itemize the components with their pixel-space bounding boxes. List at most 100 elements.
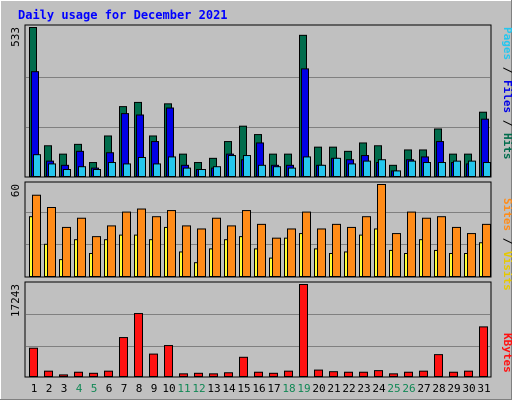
x-tick-label-day-6: 6 — [106, 382, 113, 395]
bar-kbytes-day-9 — [149, 353, 158, 378]
bar-kbytes-day-22 — [344, 371, 353, 377]
visitors-ymax-label: 60 — [9, 184, 22, 197]
bar-sites-day-17 — [272, 237, 281, 278]
axis-label-visits: Visits — [501, 251, 512, 291]
x-tick-label-day-29: 29 — [447, 382, 460, 395]
traffic-panel-frame — [24, 281, 492, 378]
bar-pages-day-3 — [63, 169, 71, 178]
bar-sites-day-6 — [107, 225, 116, 277]
x-tick-label-day-5: 5 — [91, 382, 98, 395]
x-tick-label-day-3: 3 — [61, 382, 68, 395]
bar-kbytes-day-30 — [464, 370, 473, 377]
axis-label-sep-1: / — [501, 67, 512, 74]
bar-kbytes-day-18 — [284, 370, 293, 377]
x-tick-label-day-1: 1 — [31, 382, 38, 395]
bar-sites-day-25 — [392, 233, 401, 277]
bar-pages-day-8 — [138, 156, 146, 177]
bar-pages-day-9 — [153, 163, 161, 177]
bar-pages-day-13 — [213, 166, 221, 177]
bar-kbytes-day-24 — [374, 370, 383, 377]
bar-sites-day-7 — [122, 211, 131, 278]
bar-sites-day-16 — [257, 223, 266, 278]
bar-sites-day-14 — [227, 225, 236, 277]
bar-sites-day-13 — [212, 217, 221, 278]
bar-sites-day-24 — [377, 184, 386, 277]
x-tick-label-day-22: 22 — [342, 382, 355, 395]
bar-pages-day-15 — [243, 155, 251, 177]
bar-kbytes-day-3 — [59, 374, 68, 378]
bar-pages-day-14 — [228, 155, 236, 177]
bar-kbytes-day-8 — [134, 313, 143, 377]
x-tick-label-day-25: 25 — [387, 382, 400, 395]
bar-pages-day-26 — [408, 160, 416, 178]
bar-sites-day-10 — [167, 210, 176, 277]
bar-sites-day-26 — [407, 211, 416, 278]
bar-kbytes-day-26 — [404, 371, 413, 377]
bar-kbytes-day-21 — [329, 371, 338, 378]
bar-pages-day-18 — [288, 167, 296, 178]
axis-label-hits: Hits — [501, 133, 512, 160]
bar-sites-day-15 — [242, 210, 251, 277]
x-tick-label-day-9: 9 — [151, 382, 158, 395]
bar-pages-day-31 — [483, 162, 491, 177]
chart-title: Daily usage for December 2021 — [18, 8, 228, 22]
bar-pages-day-23 — [363, 160, 371, 178]
bar-kbytes-day-7 — [119, 337, 128, 378]
x-tick-label-day-4: 4 — [76, 382, 83, 395]
x-tick-label-day-8: 8 — [136, 382, 143, 395]
bar-sites-day-23 — [362, 216, 371, 277]
bar-kbytes-day-19 — [299, 284, 308, 377]
bar-kbytes-day-5 — [89, 372, 98, 378]
x-tick-label-day-23: 23 — [357, 382, 370, 395]
bar-kbytes-day-1 — [29, 347, 38, 378]
bar-kbytes-day-11 — [179, 373, 188, 377]
bar-pages-day-27 — [423, 162, 431, 177]
bar-pages-day-29 — [453, 160, 461, 178]
requests-ymax-label: 533 — [9, 27, 22, 47]
bar-sites-day-22 — [347, 226, 356, 277]
traffic-axis-label: KBytes — [501, 333, 512, 373]
bar-sites-day-2 — [47, 207, 56, 277]
bar-sites-day-12 — [197, 228, 206, 277]
bar-pages-day-7 — [123, 163, 131, 177]
x-tick-label-day-12: 12 — [192, 382, 205, 395]
bar-pages-day-11 — [183, 167, 191, 178]
bar-pages-day-1 — [33, 154, 41, 178]
bar-kbytes-day-20 — [314, 369, 323, 378]
bar-kbytes-day-17 — [269, 372, 278, 378]
bar-sites-day-9 — [152, 216, 161, 277]
traffic-panel: 17243 KBytes — [9, 281, 512, 378]
x-tick-label-day-17: 17 — [267, 382, 280, 395]
bar-pages-day-4 — [78, 166, 86, 177]
bar-pages-day-17 — [273, 166, 281, 177]
bar-sites-day-8 — [137, 208, 146, 278]
bar-sites-day-3 — [62, 226, 71, 277]
axis-label-files: Files — [501, 80, 512, 113]
x-tick-label-day-18: 18 — [282, 382, 295, 395]
axis-label-pages: Pages — [501, 27, 512, 60]
bar-pages-day-12 — [198, 169, 206, 178]
bar-kbytes-day-27 — [419, 370, 428, 377]
x-tick-label-day-27: 27 — [417, 382, 430, 395]
x-tick-label-day-13: 13 — [207, 382, 220, 395]
bar-pages-day-10 — [168, 156, 176, 177]
bar-kbytes-day-6 — [104, 370, 113, 377]
x-tick-label-day-16: 16 — [252, 382, 265, 395]
bar-sites-day-19 — [302, 211, 311, 278]
bar-kbytes-day-16 — [254, 371, 263, 377]
x-tick-label-day-19: 19 — [297, 382, 310, 395]
bar-kbytes-day-15 — [239, 356, 248, 377]
bar-pages-day-5 — [93, 169, 101, 178]
traffic-ymax-label: 17243 — [9, 284, 22, 317]
bars — [29, 27, 491, 378]
bar-pages-day-30 — [468, 160, 476, 178]
x-tick-label-day-24: 24 — [372, 382, 386, 395]
x-tick-label-day-28: 28 — [432, 382, 445, 395]
x-axis-day-labels: 1 2 3 4 5 6 7 8 9 10 11 12 13 14 15 16 17 18 19 20 21 22 23 24 2… — [31, 382, 491, 395]
bar-pages-day-24 — [378, 159, 386, 178]
visitors-axis-label: Sites / Visits — [501, 198, 512, 291]
x-tick-label-day-11: 11 — [177, 382, 190, 395]
bar-sites-day-27 — [422, 217, 431, 278]
